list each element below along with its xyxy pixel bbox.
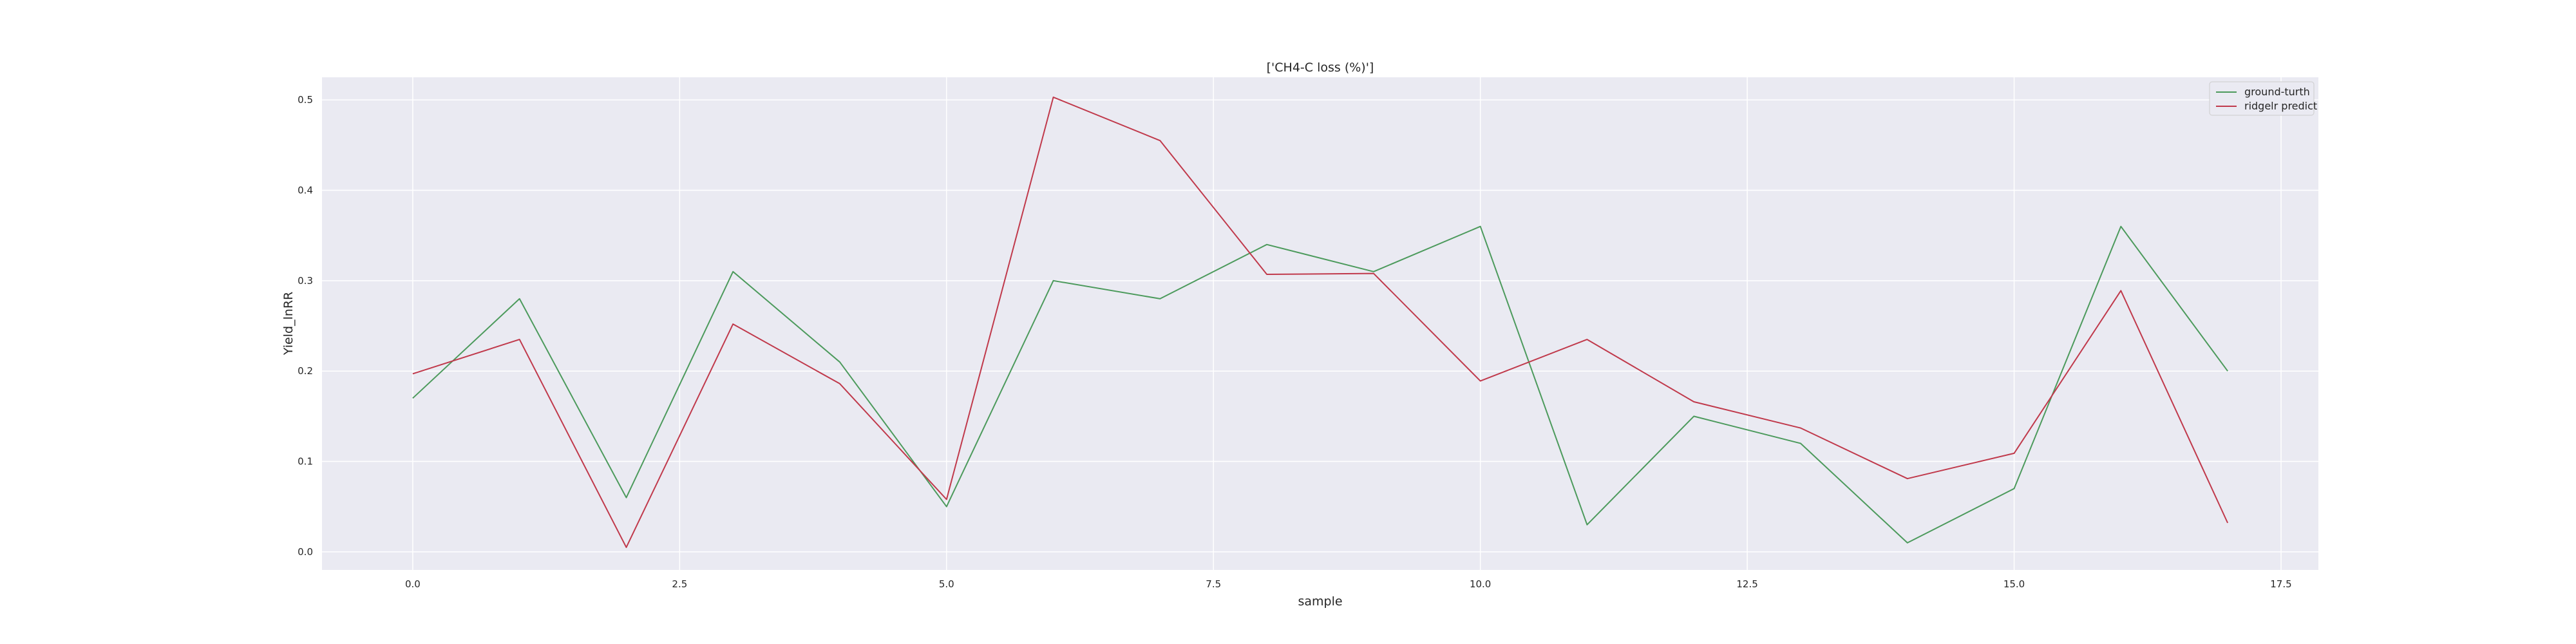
x-axis-label: sample (1298, 594, 1342, 609)
x-tick-label: 10.0 (1470, 578, 1491, 590)
y-tick-label: 0.2 (298, 365, 313, 377)
x-tick-label: 5.0 (939, 578, 954, 590)
y-tick-label: 0.1 (298, 456, 313, 468)
x-tick-label: 0.0 (405, 578, 421, 590)
grid-lines (322, 77, 2318, 570)
series-line-ground-turth (412, 225, 2228, 544)
y-tick-label: 0.4 (298, 184, 313, 196)
x-tick-label: 7.5 (1206, 578, 1221, 590)
series-lines (412, 96, 2229, 548)
y-tick-label: 0.5 (298, 94, 313, 106)
y-tick-label: 0.0 (298, 546, 313, 558)
plot-area (322, 77, 2318, 570)
x-tick-label: 2.5 (672, 578, 687, 590)
y-axis-ticks: 0.0 0.1 0.2 0.3 0.4 0.5 (298, 94, 313, 558)
chart-title: ['CH4-C loss (%)'] (1267, 61, 1374, 75)
y-axis-label: Yield_lnRR (281, 292, 296, 355)
legend: ground-turth ridgelr predict (2209, 81, 2317, 116)
legend-label-ridgelr-predict: ridgelr predict (2244, 100, 2317, 112)
y-tick-label: 0.3 (298, 275, 313, 287)
legend-label-ground-turth: ground-turth (2244, 86, 2310, 98)
series-line-ridgelr-predict (412, 96, 2229, 548)
x-tick-label: 15.0 (2003, 578, 2025, 590)
x-axis-ticks: 0.0 2.5 5.0 7.5 10.0 12.5 15.0 17.5 (405, 578, 2292, 590)
x-tick-label: 12.5 (1736, 578, 1757, 590)
x-tick-label: 17.5 (2270, 578, 2291, 590)
